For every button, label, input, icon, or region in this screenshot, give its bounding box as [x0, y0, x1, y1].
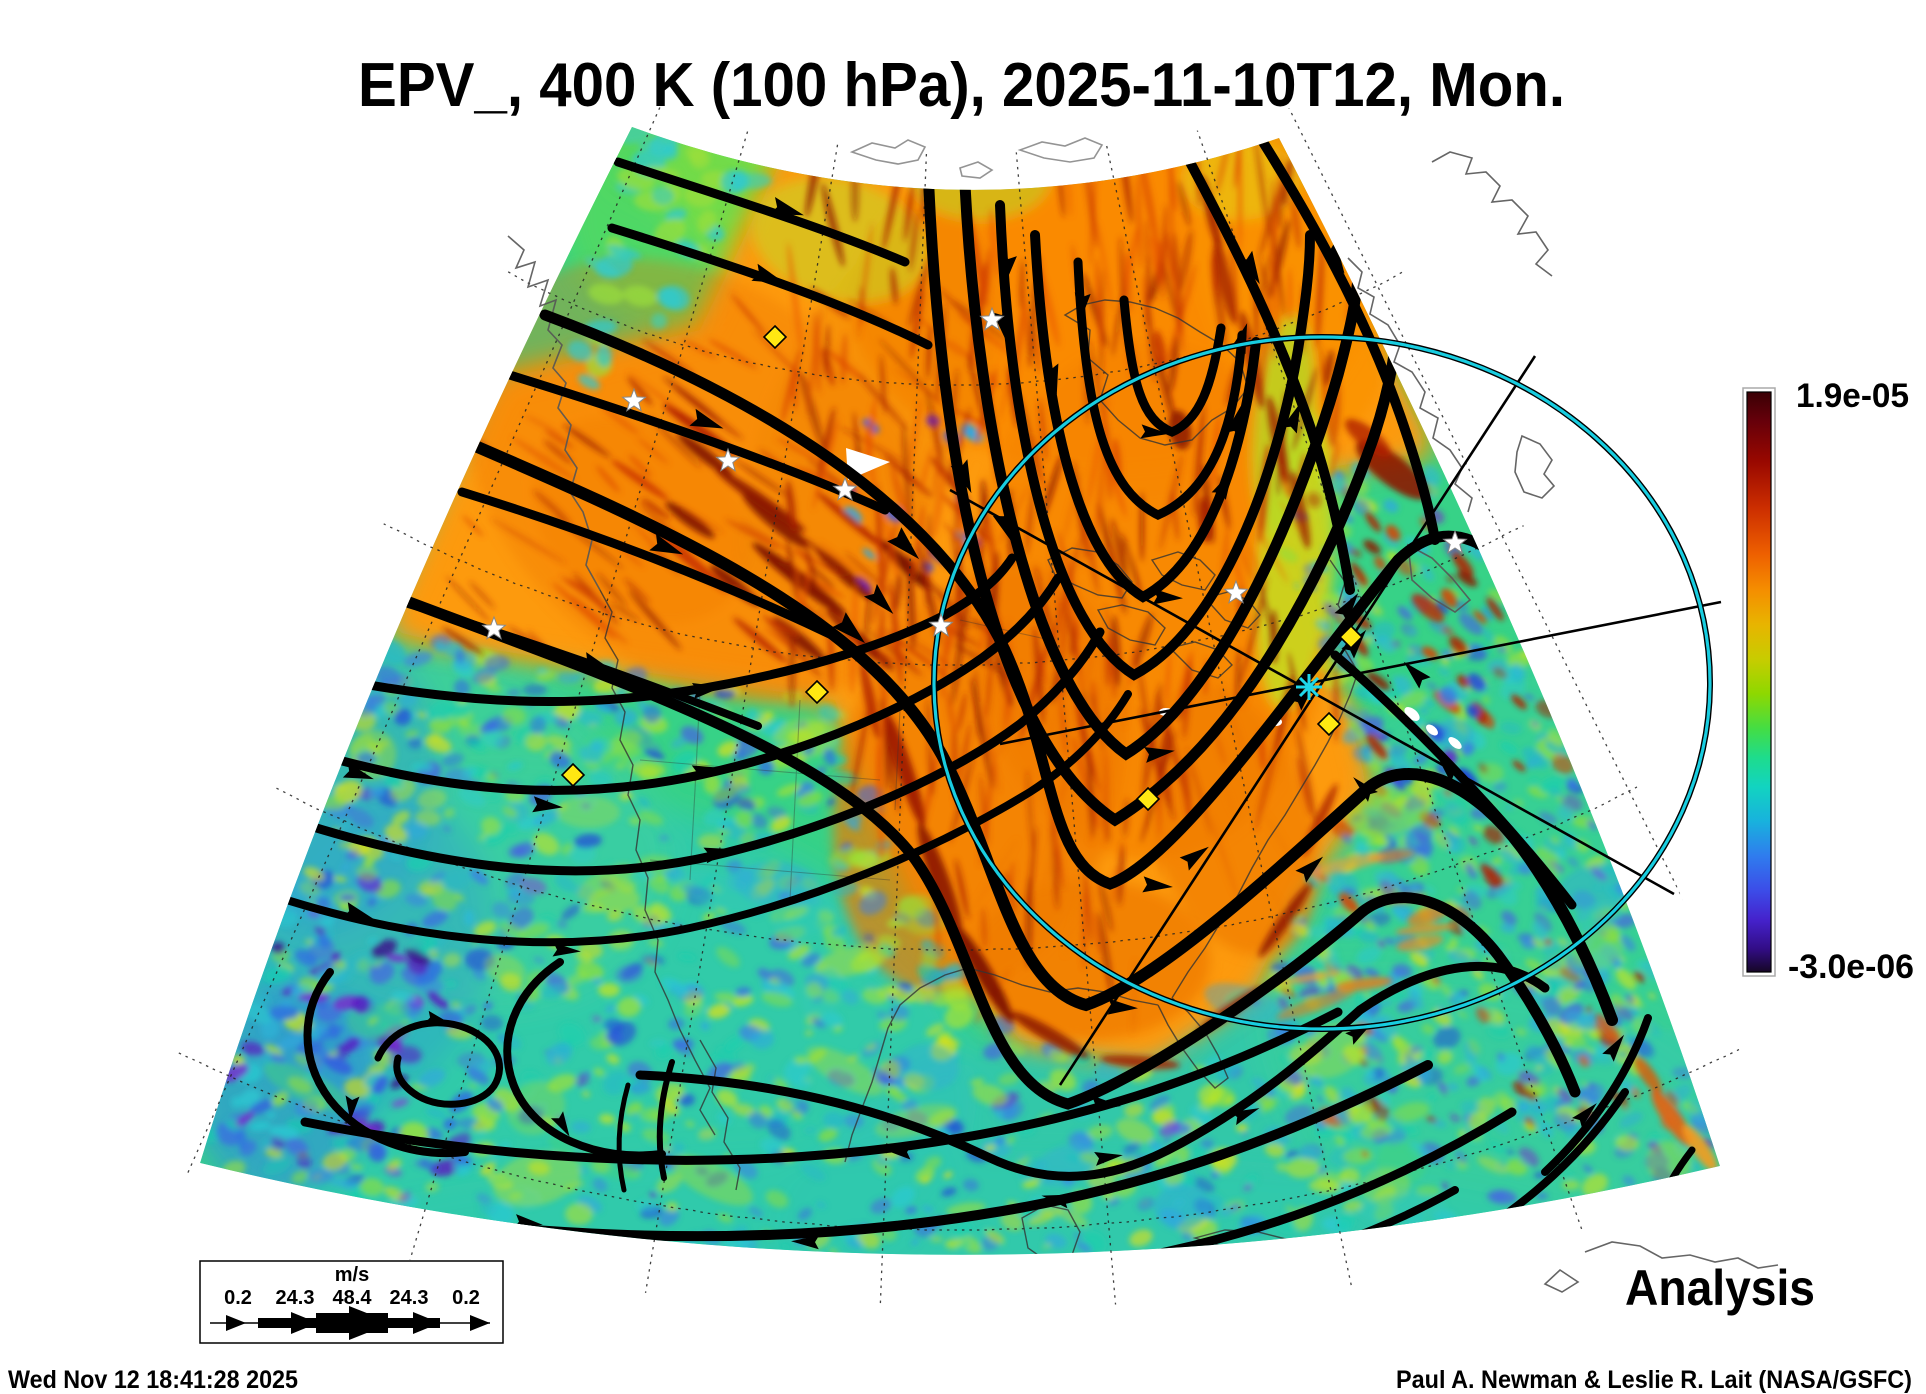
svg-text:0.2: 0.2 — [452, 1287, 480, 1309]
svg-text:24.3: 24.3 — [390, 1287, 429, 1309]
svg-text:1.9e-05: 1.9e-05 — [1796, 377, 1909, 415]
svg-text:Wed Nov 12 18:41:28 2025: Wed Nov 12 18:41:28 2025 — [8, 1366, 298, 1394]
svg-text:24.3: 24.3 — [276, 1287, 315, 1309]
svg-text:-3.0e-06: -3.0e-06 — [1788, 948, 1914, 986]
svg-text:EPV_, 400 K (100 hPa), 2025-11: EPV_, 400 K (100 hPa), 2025-11-10T12, Mo… — [358, 51, 1565, 120]
svg-text:Analysis: Analysis — [1625, 1260, 1815, 1316]
svg-text:Paul A. Newman & Leslie R. Lai: Paul A. Newman & Leslie R. Lait (NASA/GS… — [1396, 1366, 1912, 1394]
svg-text:m/s: m/s — [335, 1264, 369, 1286]
svg-text:0.2: 0.2 — [224, 1287, 252, 1309]
svg-text:48.4: 48.4 — [333, 1287, 373, 1309]
